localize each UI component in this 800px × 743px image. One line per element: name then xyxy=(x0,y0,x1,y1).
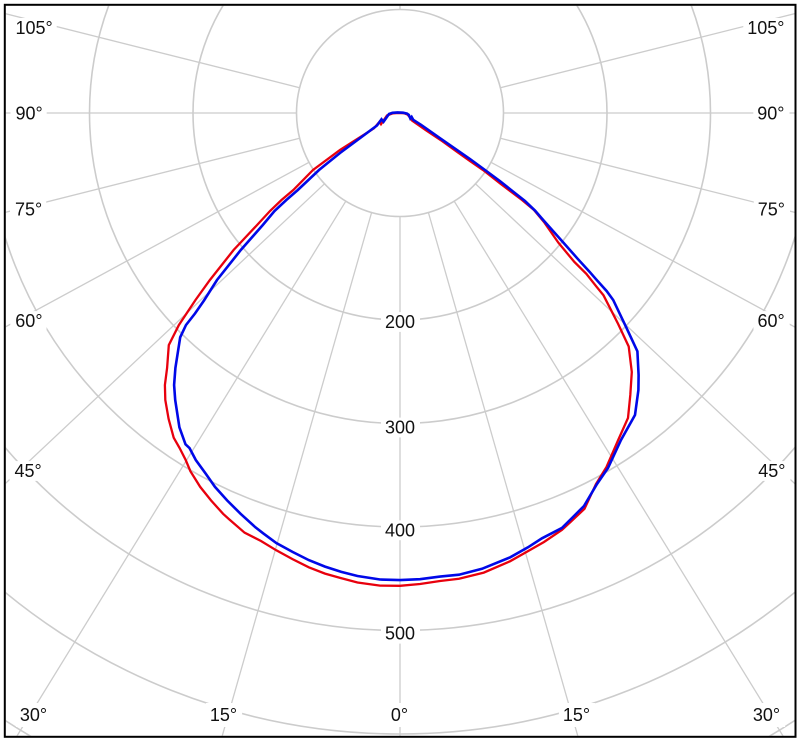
svg-text:75°: 75° xyxy=(758,200,785,220)
svg-text:15°: 15° xyxy=(563,705,590,725)
svg-text:90°: 90° xyxy=(757,103,784,123)
svg-text:60°: 60° xyxy=(757,311,784,331)
svg-text:200: 200 xyxy=(385,312,415,332)
svg-text:105°: 105° xyxy=(747,18,784,38)
svg-text:90°: 90° xyxy=(16,103,43,123)
svg-text:15°: 15° xyxy=(210,705,237,725)
svg-text:75°: 75° xyxy=(15,200,42,220)
svg-text:400: 400 xyxy=(385,520,415,540)
svg-text:500: 500 xyxy=(385,624,415,644)
svg-text:105°: 105° xyxy=(16,18,53,38)
svg-text:45°: 45° xyxy=(758,461,785,481)
svg-text:45°: 45° xyxy=(15,461,42,481)
svg-text:60°: 60° xyxy=(15,311,42,331)
svg-text:30°: 30° xyxy=(20,705,47,725)
svg-text:0°: 0° xyxy=(391,705,408,725)
svg-text:300: 300 xyxy=(385,418,415,438)
svg-text:30°: 30° xyxy=(753,705,780,725)
